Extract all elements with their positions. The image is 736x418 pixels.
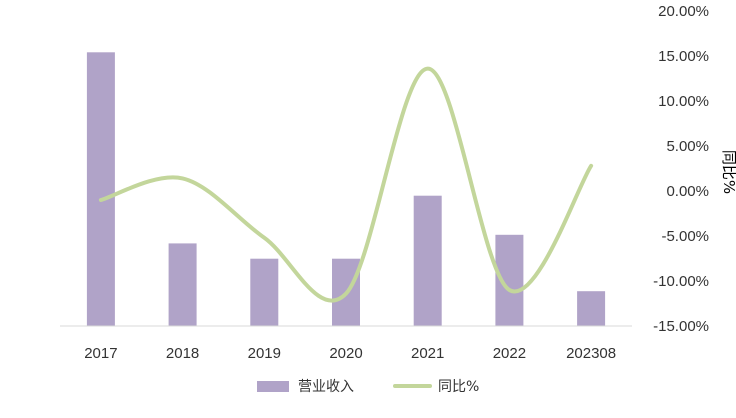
legend: 营业收入 同比% xyxy=(257,379,479,395)
x-tick-label: 2017 xyxy=(84,345,117,362)
y-right-tick-label: -5.00% xyxy=(661,228,709,245)
bar-2018 xyxy=(168,243,197,326)
legend-label-line: 同比% xyxy=(438,379,479,395)
x-tick-label: 2020 xyxy=(329,345,362,362)
bar-2019 xyxy=(250,258,279,326)
legend-swatch-bar xyxy=(257,381,289,392)
y-right-axis-label: 同比% xyxy=(720,150,736,194)
line-series xyxy=(98,66,594,303)
legend-label-bar: 营业收入 xyxy=(298,379,354,395)
y-right-tick-label: 0.00% xyxy=(666,183,709,200)
y-right-tick-label: 15.00% xyxy=(658,48,709,65)
line-yoy xyxy=(98,66,594,303)
x-tick-label: 2019 xyxy=(248,345,281,362)
bar-2021 xyxy=(413,195,442,326)
x-tick-label: 2018 xyxy=(166,345,199,362)
y-right-tick-labels: 20.00% 15.00% 10.00% 5.00% 0.00% -5.00% -10.00… xyxy=(653,3,709,335)
x-tick-label: 2021 xyxy=(411,345,444,362)
y-right-tick-label: 10.00% xyxy=(658,93,709,110)
x-tick-labels: 2017 2018 2019 2020 2021 2022 202308 xyxy=(84,345,616,362)
x-tick-label: 202308 xyxy=(566,345,616,362)
y-right-tick-label: 20.00% xyxy=(658,3,709,20)
y-right-tick-label: 5.00% xyxy=(666,138,709,155)
y-right-tick-label: -10.00% xyxy=(653,273,709,290)
bar-2017 xyxy=(86,52,115,327)
y-right-tick-label: -15.00% xyxy=(653,318,709,335)
bar-series xyxy=(86,52,606,327)
bar-202308 xyxy=(577,291,606,326)
x-tick-label: 2022 xyxy=(493,345,526,362)
